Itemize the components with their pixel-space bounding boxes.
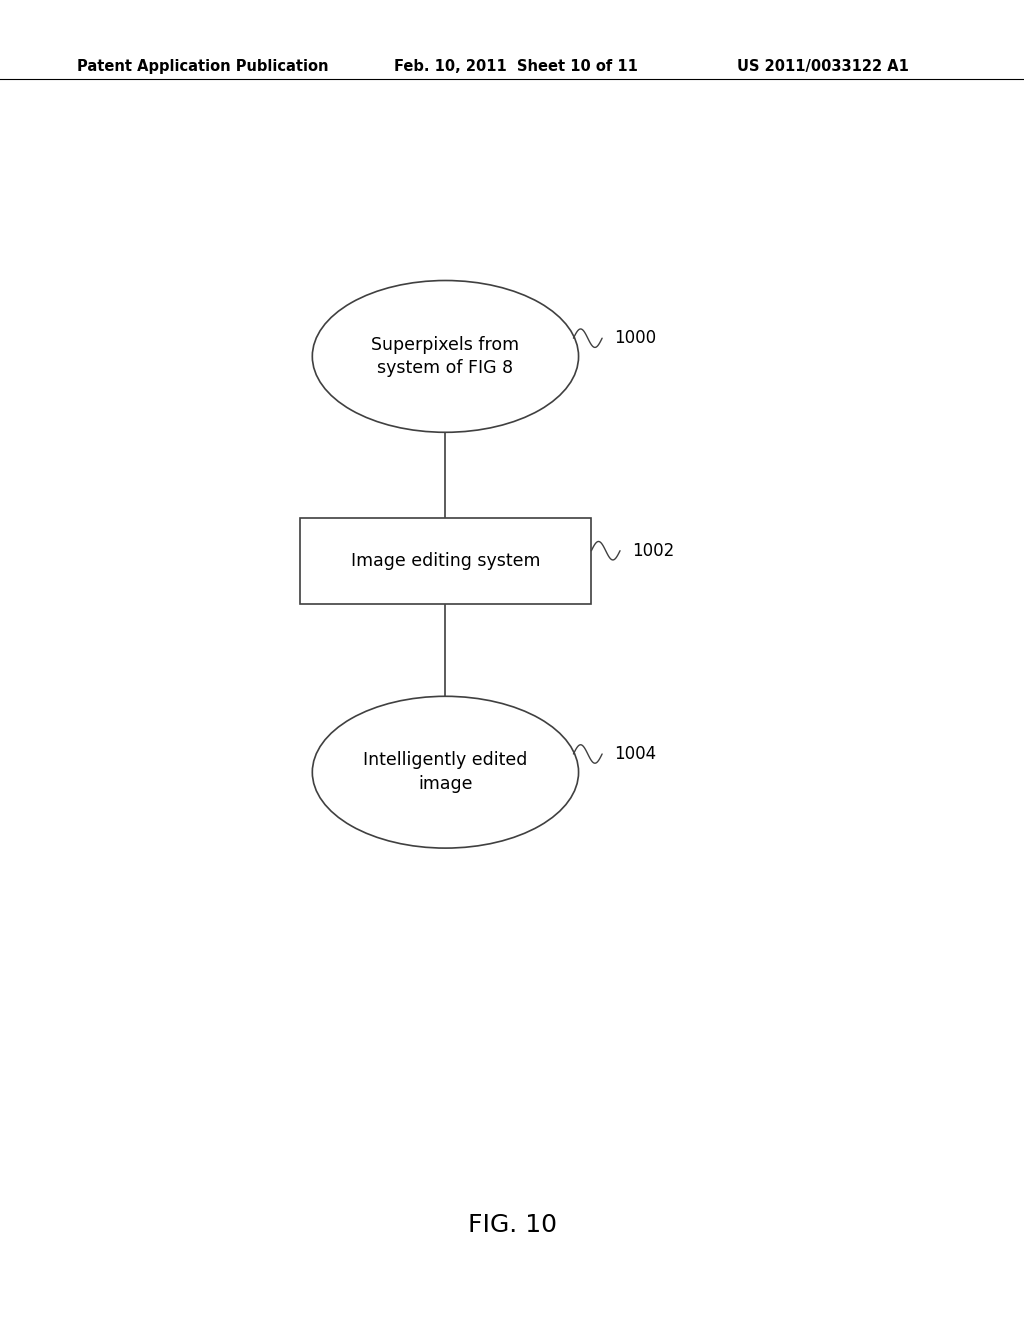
Text: Feb. 10, 2011  Sheet 10 of 11: Feb. 10, 2011 Sheet 10 of 11 [394,59,638,74]
Text: FIG. 10: FIG. 10 [468,1213,556,1237]
Text: Patent Application Publication: Patent Application Publication [77,59,329,74]
Text: 1002: 1002 [633,541,675,560]
Text: 1000: 1000 [614,329,656,347]
Text: Image editing system: Image editing system [350,552,541,570]
Text: Superpixels from
system of FIG 8: Superpixels from system of FIG 8 [372,335,519,378]
Text: Intelligently edited
image: Intelligently edited image [364,751,527,793]
Text: 1004: 1004 [614,744,656,763]
Text: US 2011/0033122 A1: US 2011/0033122 A1 [737,59,909,74]
